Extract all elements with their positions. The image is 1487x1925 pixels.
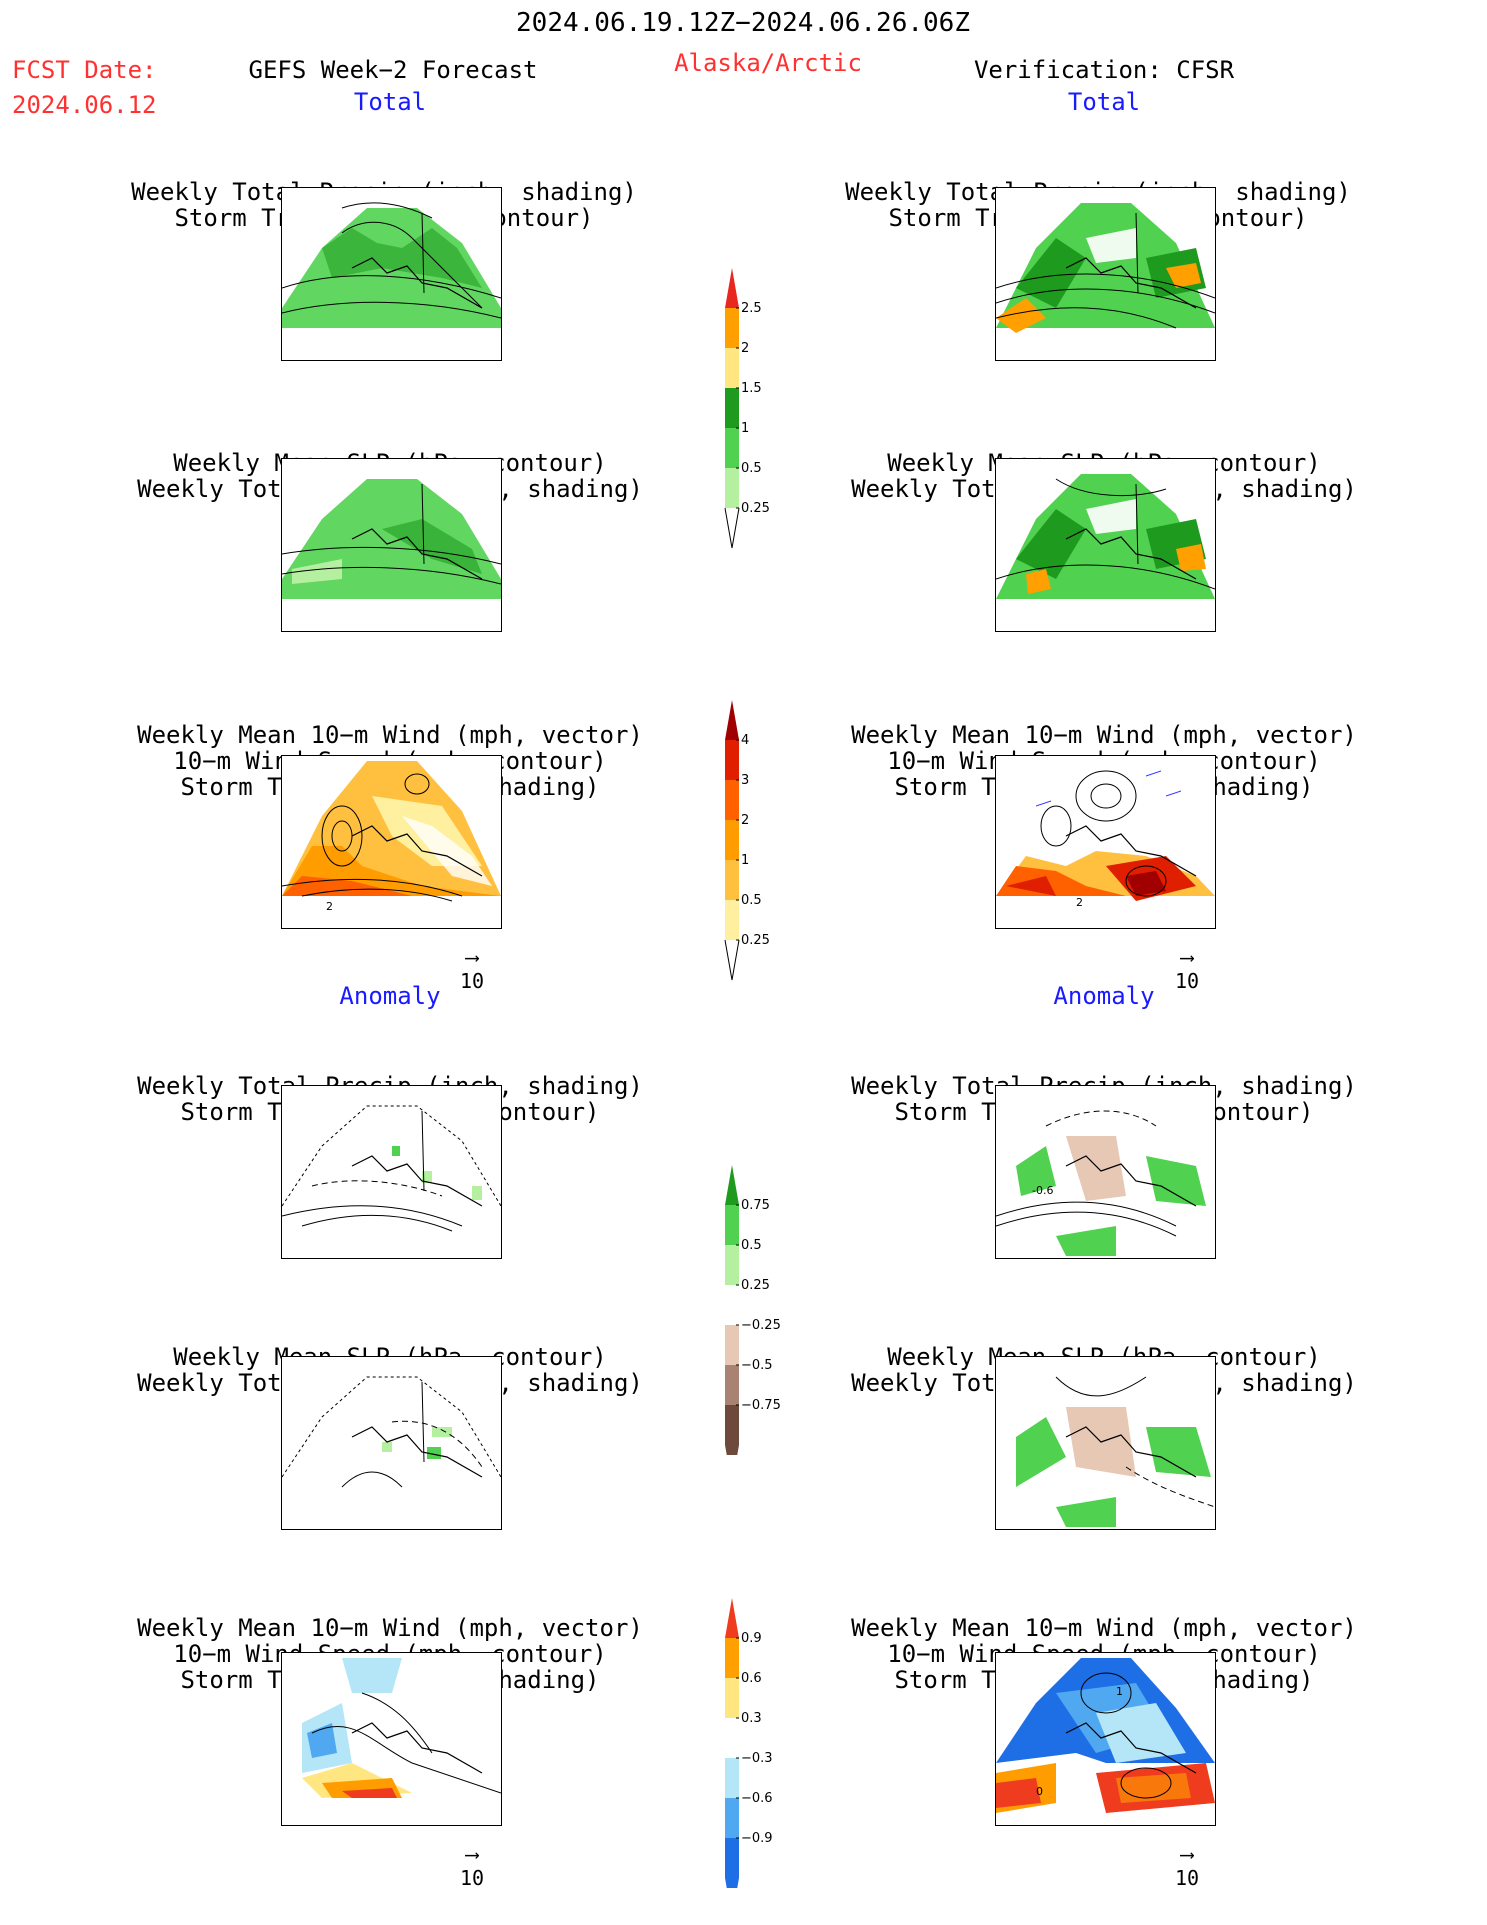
map-panel-anom-wind-storm-cfsr: 1 0 [995,1652,1216,1826]
colorbar-bottom-end [724,507,740,549]
colorbar-tick-label: 0.9 [741,1631,762,1646]
map-panel-anom-wind-storm-gefs [281,1652,502,1826]
colorbar-tick-label: 0.3 [741,1711,762,1726]
model-title: GEFS Week−2 Forecast [248,56,538,84]
section-total-right: Total [1067,88,1141,116]
map-panel-total-slp-precip-cfsr [995,458,1216,632]
colorbar-bottom-end [725,1878,739,1888]
valid-period: 2024.06.19.12Z−2024.06.26.06Z [516,8,970,38]
colorbar-tick-label: 0.25 [741,1278,770,1293]
colorbar-tick-label: −0.75 [741,1398,781,1413]
colorbar-segment [725,780,739,820]
colorbar-tick-label: 0.5 [741,893,762,908]
colorbar-tick-label: −0.3 [741,1751,773,1766]
colorbar-tick-label: 2 [741,341,749,356]
colorbar-tick-label: 0.75 [741,1198,770,1213]
colorbar-tick-label: 1 [741,853,749,868]
colorbar-total-precip: 2.5 2 1.5 1 0.5 0.25 [724,268,770,549]
colorbar-segment [725,348,739,388]
map-panel-anom-slp-precip-gefs [281,1356,502,1530]
panel-r4-contour-label: -0.6 [1032,1184,1053,1197]
colorbar-segment [725,1758,739,1798]
colorbar-segment [725,1205,739,1245]
colorbar-tick-label: 0.25 [741,933,770,948]
colorbar-anom-storm: 0.9 0.6 0.3 −0.3 −0.6 −0.9 [725,1598,773,1888]
panel-r3-contour-label: 2 [1076,896,1083,909]
map-panel-anom-precip-storm-cfsr: -0.6 [995,1085,1216,1259]
colorbar-segment [725,1285,739,1325]
colorbar-segment [725,1245,739,1285]
colorbar-top-triangle [725,1165,739,1205]
panel-l3-contour-label: 2 [326,900,333,913]
colorbar-segment [725,1325,739,1365]
colorbar-segment [725,428,739,468]
colorbar-segment [725,1838,739,1878]
vector-ref-l3: ⟶ 10 [460,945,485,993]
colorbar-tick-label: −0.9 [741,1831,773,1846]
colorbar-segment [725,820,739,860]
vector-ref-r6: ⟶ 10 [1175,1842,1200,1890]
colorbar-segment [725,900,739,940]
map-panel-anom-slp-precip-cfsr [995,1356,1216,1530]
colorbar-tick-label: −0.5 [741,1358,773,1373]
colorbar-bottom-end [724,939,740,981]
colorbar-segment [725,388,739,428]
colorbar-tick-label: 2.5 [741,301,762,316]
colorbar-segment [725,740,739,780]
colorbar-tick-label: 0.5 [741,1238,762,1253]
colorbar-top-triangle [725,700,739,740]
colorbar-top-triangle [725,268,739,308]
colorbar-segment [725,308,739,348]
colorbar-tick-label: 4 [741,733,749,748]
colorbar-tick-label: 2 [741,813,749,828]
colorbar-tick-label: 1 [741,421,749,436]
section-total-left: Total [353,88,427,116]
vector-ref-r3: ⟶ 10 [1175,945,1200,993]
map-panel-anom-precip-storm-gefs [281,1085,502,1259]
colorbar-segment [725,1638,739,1678]
panel-r6-contour-label-bottom: 0 [1036,1785,1043,1798]
colorbar-tick-label: 0.5 [741,461,762,476]
colorbar-tick-label: 3 [741,773,749,788]
colorbar-segment [725,468,739,508]
map-panel-total-wind-storm-cfsr: 2 [995,755,1216,929]
colorbar-total-storm: 4 3 2 1 0.5 0.25 [724,700,770,981]
panel-r6-contour-label-top: 1 [1116,1685,1123,1698]
map-panel-total-precip-storm-gefs [281,187,502,361]
colorbar-anom-precip: 0.75 0.5 0.25 −0.25 −0.5 −0.75 [725,1165,781,1455]
section-anomaly-right: Anomaly [1053,982,1155,1010]
colorbar-tick-label: 0.25 [741,501,770,516]
colorbar-tick-label: −0.25 [741,1318,781,1333]
vector-ref-l6: ⟶ 10 [460,1842,485,1890]
colorbar-segment [725,1718,739,1758]
verification-title: Verification: CFSR [973,56,1235,84]
region-title: Alaska/Arctic [674,49,862,77]
map-panel-total-precip-storm-cfsr [995,187,1216,361]
colorbar-top-triangle [725,1598,739,1638]
colorbar-tick-label: 0.6 [741,1671,762,1686]
section-anomaly-left: Anomaly [339,982,441,1010]
map-panel-total-slp-precip-gefs [281,458,502,632]
colorbar-segment [725,1405,739,1445]
colorbar-segment [725,1678,739,1718]
colorbar-tick-label: −0.6 [741,1791,773,1806]
fcst-date-value: 2024.06.12 [12,91,157,119]
colorbar-bottom-end [725,1445,739,1455]
colorbar-segment [725,860,739,900]
colorbar-tick-label: 1.5 [741,381,762,396]
fcst-date-label: FCST Date: [12,56,157,84]
colorbar-segment [725,1798,739,1838]
map-panel-total-wind-storm-gefs: 2 [281,755,502,929]
colorbar-segment [725,1365,739,1405]
